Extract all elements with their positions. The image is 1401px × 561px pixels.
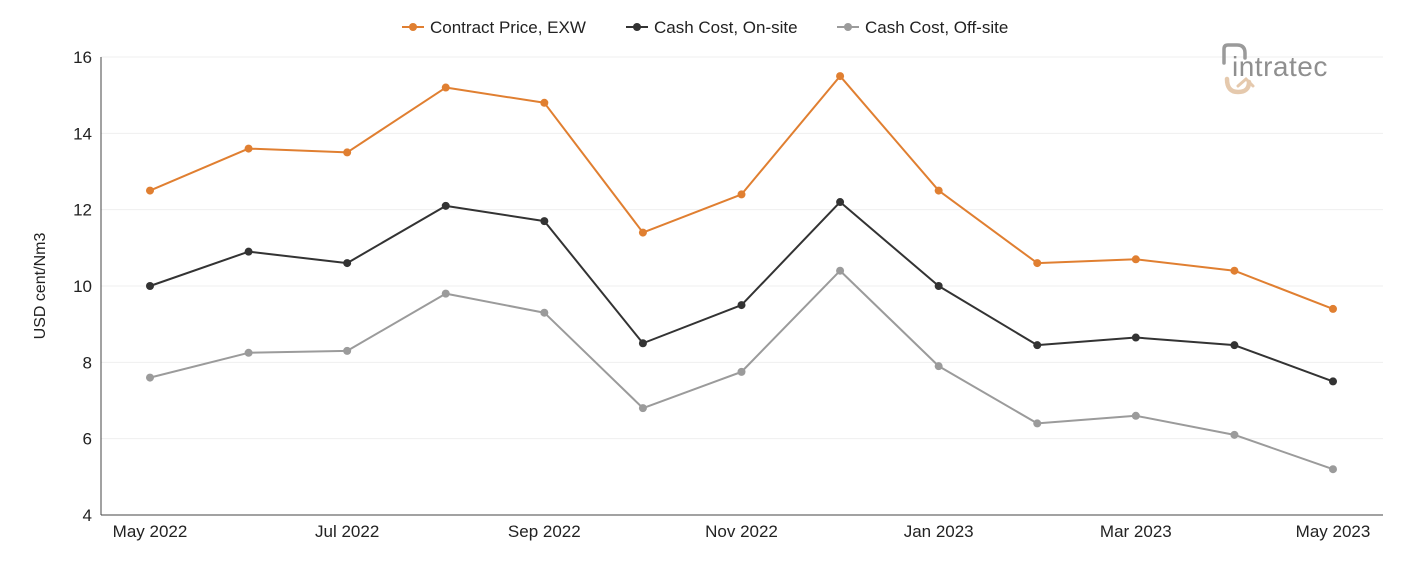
x-tick-label: Nov 2022 bbox=[705, 522, 778, 541]
data-point bbox=[1131, 333, 1140, 342]
data-point bbox=[540, 308, 549, 317]
x-tick-label: Jan 2023 bbox=[904, 522, 974, 541]
data-point bbox=[934, 282, 943, 290]
y-tick-label: 6 bbox=[83, 430, 92, 449]
data-point bbox=[1230, 430, 1239, 439]
y-tick-labels: 4 6 8 10 12 14 16 bbox=[73, 48, 92, 525]
data-point bbox=[1033, 341, 1042, 350]
legend-label: Contract Price, EXW bbox=[430, 18, 586, 37]
data-point bbox=[1329, 465, 1337, 474]
intratec-logo-icon bbox=[1222, 43, 1255, 95]
data-point bbox=[1131, 411, 1140, 420]
legend-item-cash-cost-off-site: Cash Cost, Off-site bbox=[837, 18, 1008, 37]
legend: Contract Price, EXW Cash Cost, On-site Cas… bbox=[402, 18, 1008, 37]
legend-item-contract-price-exw: Contract Price, EXW bbox=[402, 18, 586, 37]
x-tick-labels: May 2022 Jul 2022 Sep 2022 Nov 2022 Jan 2023… bbox=[113, 522, 1371, 541]
data-point bbox=[146, 186, 154, 195]
y-axis-title: USD cent/Nm3 bbox=[32, 233, 49, 340]
data-point bbox=[934, 362, 943, 371]
legend-swatch-marker bbox=[844, 23, 852, 31]
series-contract-price-exw bbox=[146, 72, 1337, 313]
x-tick-label: Sep 2022 bbox=[508, 522, 581, 541]
data-point bbox=[1131, 255, 1140, 264]
x-tick-label: Mar 2023 bbox=[1100, 522, 1172, 541]
axes bbox=[100, 57, 1383, 516]
data-point bbox=[638, 228, 647, 237]
data-point bbox=[540, 217, 549, 226]
data-point bbox=[638, 339, 647, 348]
legend-swatch-marker bbox=[409, 23, 417, 31]
data-point bbox=[343, 259, 352, 268]
data-point bbox=[1329, 377, 1337, 386]
y-tick-label: 14 bbox=[73, 124, 92, 143]
data-point bbox=[244, 144, 253, 153]
data-point bbox=[441, 289, 450, 298]
gridlines bbox=[101, 56, 1383, 440]
legend-label: Cash Cost, Off-site bbox=[865, 18, 1008, 37]
y-tick-label: 8 bbox=[83, 353, 92, 372]
series-cash-cost-off-site bbox=[146, 266, 1337, 474]
x-tick-label: May 2023 bbox=[1296, 522, 1371, 541]
data-point bbox=[146, 282, 154, 290]
y-tick-label: 10 bbox=[73, 277, 92, 296]
legend-swatch-marker bbox=[633, 23, 641, 31]
data-point bbox=[737, 367, 746, 376]
data-point bbox=[1033, 419, 1042, 428]
series-group bbox=[146, 72, 1337, 474]
logo-text: intratec bbox=[1232, 51, 1328, 82]
data-point bbox=[836, 72, 845, 81]
intratec-logo: intratec bbox=[1222, 43, 1328, 95]
data-point bbox=[244, 247, 253, 256]
data-point bbox=[638, 404, 647, 413]
data-point bbox=[1033, 259, 1042, 268]
data-point bbox=[244, 348, 253, 357]
data-point bbox=[934, 186, 943, 195]
data-point bbox=[836, 266, 845, 275]
series-cash-cost-on-site bbox=[146, 198, 1337, 386]
data-point bbox=[1230, 266, 1239, 275]
x-tick-label: Jul 2022 bbox=[315, 522, 379, 541]
y-tick-label: 16 bbox=[73, 48, 92, 67]
legend-item-cash-cost-on-site: Cash Cost, On-site bbox=[626, 18, 798, 37]
data-point bbox=[540, 98, 549, 107]
data-point bbox=[146, 373, 154, 382]
data-point bbox=[1329, 304, 1337, 313]
data-point bbox=[441, 83, 450, 92]
data-point bbox=[836, 198, 845, 207]
data-point bbox=[441, 201, 450, 210]
y-tick-label: 4 bbox=[83, 506, 92, 525]
data-point bbox=[343, 346, 352, 355]
x-tick-label: May 2022 bbox=[113, 522, 188, 541]
data-point bbox=[737, 301, 746, 310]
data-point bbox=[343, 148, 352, 157]
legend-label: Cash Cost, On-site bbox=[654, 18, 798, 37]
data-point bbox=[1230, 341, 1239, 350]
series-line-cash-cost-on-site bbox=[149, 201, 1334, 383]
y-tick-label: 12 bbox=[73, 201, 92, 220]
data-point bbox=[737, 190, 746, 199]
